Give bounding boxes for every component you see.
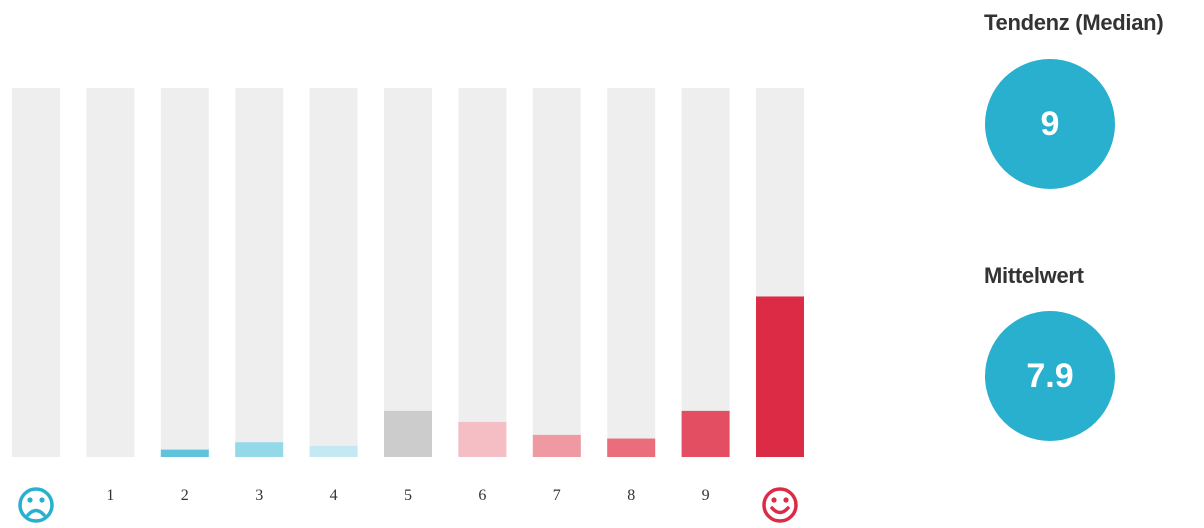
bar-track: [384, 88, 432, 457]
median-value: 9: [1040, 104, 1060, 143]
sad-face-icon: [18, 487, 54, 523]
x-tick-label: 5: [404, 487, 412, 504]
median-title: Tendenz (Median): [984, 10, 1164, 35]
bars-group: [12, 88, 804, 457]
bar: [607, 438, 656, 457]
mean-value: 7.9: [1026, 356, 1074, 395]
bar-track: [532, 88, 581, 457]
bar-track: [160, 88, 209, 457]
bar: [160, 449, 209, 457]
bar: [756, 296, 804, 457]
bar: [681, 410, 730, 457]
x-tick-label: 9: [702, 487, 710, 504]
axis-icons-group: [18, 487, 798, 523]
x-tick-label: 6: [478, 487, 486, 504]
x-tick-label: 1: [106, 487, 114, 504]
x-tick-label: 4: [330, 487, 338, 504]
bar: [235, 442, 284, 457]
x-tick-label: 2: [181, 487, 189, 504]
bar: [384, 410, 432, 457]
bar-track: [309, 88, 358, 457]
bar: [309, 445, 358, 457]
bar: [532, 434, 581, 457]
mean-title: Mittelwert: [984, 263, 1084, 288]
bar-chart: 1 2 3 4 5 6 7 8 9: [12, 88, 804, 523]
bar: [458, 421, 507, 457]
x-tick-label: 7: [553, 487, 561, 504]
mean-bubble: 7.9: [985, 311, 1115, 441]
bar-track: [607, 88, 656, 457]
summary-panel: Tendenz (Median) 9 Mittelwert 7.9: [960, 0, 1204, 528]
bar-track: [86, 88, 135, 457]
bar-track: [235, 88, 284, 457]
x-tick-label: 3: [255, 487, 263, 504]
bar-track: [12, 88, 60, 457]
tick-labels-group: 1 2 3 4 5 6 7 8 9: [106, 487, 709, 504]
x-tick-label: 8: [627, 487, 635, 504]
median-bubble: 9: [985, 59, 1115, 189]
happy-face-icon: [762, 487, 798, 523]
bar-track: [681, 88, 730, 457]
bar-track: [458, 88, 507, 457]
